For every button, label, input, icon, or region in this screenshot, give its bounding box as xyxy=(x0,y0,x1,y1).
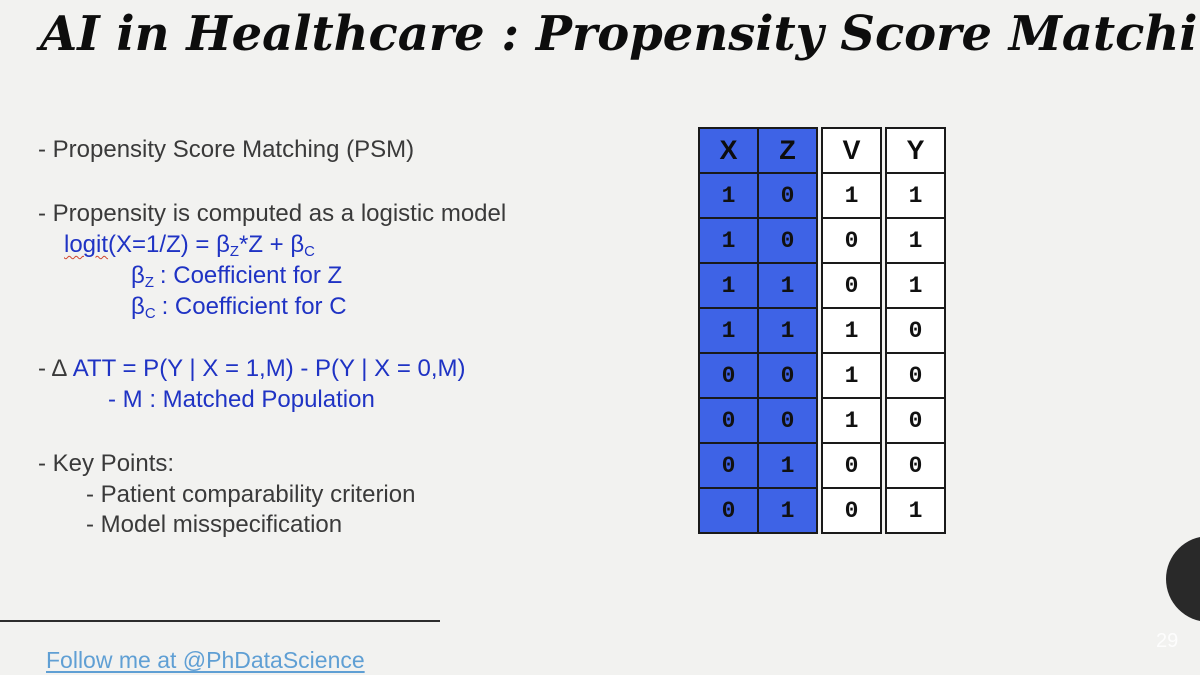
beta-c-symbol: β xyxy=(290,231,305,258)
att-equation-line: - Δ ATT = P(Y | X = 1,M) - P(Y | X = 0,M… xyxy=(38,355,466,383)
table-cell: 1 xyxy=(698,172,759,219)
table-cell: 0 xyxy=(757,172,818,219)
table-cell: 1 xyxy=(698,217,759,264)
table-row: 1 xyxy=(885,487,946,534)
table-header-cell: Y xyxy=(885,127,946,174)
beta-z-subscript: Z xyxy=(144,274,154,291)
table-row: 0 xyxy=(821,262,882,309)
key-point-misspecification: - Model misspecification xyxy=(86,511,343,538)
table-cell: 1 xyxy=(698,262,759,309)
coefficient-c-line: βC : Coefficient for C xyxy=(131,293,347,322)
table-cell: 1 xyxy=(821,352,882,399)
table-cell: 1 xyxy=(885,217,946,264)
table-cell: 0 xyxy=(885,397,946,444)
table-cell: 1 xyxy=(757,262,818,309)
table-row: 1 xyxy=(885,172,946,219)
bullet-psm: - Propensity Score Matching (PSM) xyxy=(38,136,415,163)
table-cell: 0 xyxy=(885,307,946,354)
table-cell: 0 xyxy=(885,442,946,489)
table-cell: 1 xyxy=(698,307,759,354)
table-cell: 0 xyxy=(757,217,818,264)
table-cell: 1 xyxy=(821,397,882,444)
table-row: 0 xyxy=(821,217,882,264)
table-row: 0 xyxy=(821,442,882,489)
beta-symbol: β xyxy=(131,262,145,289)
table-row: 1 xyxy=(821,397,882,444)
coefficient-z-line: βZ : Coefficient for Z xyxy=(131,262,343,291)
table-cell: 1 xyxy=(757,487,818,534)
key-point-comparability: - Patient comparability criterion xyxy=(86,481,416,508)
table-cell: 0 xyxy=(821,442,882,489)
beta-z-symbol: β xyxy=(216,231,230,258)
corner-circle-decoration xyxy=(1166,536,1200,622)
table-cell: 1 xyxy=(885,262,946,309)
slide-title: AI in Healthcare : Propensity Score Matc… xyxy=(40,6,1200,62)
table-cell: 0 xyxy=(757,397,818,444)
table-cell: 0 xyxy=(821,217,882,264)
table-row: 0 xyxy=(885,307,946,354)
table-row: 0 xyxy=(885,442,946,489)
table-cell: 0 xyxy=(698,487,759,534)
table-cell: 0 xyxy=(698,352,759,399)
table-cell: 0 xyxy=(821,262,882,309)
table-row: 0 xyxy=(821,487,882,534)
formula-middle: *Z + xyxy=(238,231,291,258)
footer-divider xyxy=(0,620,440,622)
bullet-logistic-model: - Propensity is computed as a logistic m… xyxy=(38,200,507,227)
logit-rest: (X=1/Z) = xyxy=(108,231,217,258)
table-row: 1 xyxy=(821,307,882,354)
coefficient-c-label: : Coefficient for C xyxy=(161,293,347,320)
table-row: 0 xyxy=(885,352,946,399)
beta-z-subscript: Z xyxy=(229,243,239,260)
matched-population-line: - M : Matched Population xyxy=(108,386,375,413)
beta-c-subscript: C xyxy=(144,305,156,322)
table-row: 1 xyxy=(821,172,882,219)
table-cell: 1 xyxy=(885,487,946,534)
table-header-cell: Z xyxy=(757,127,818,174)
table-cell: 1 xyxy=(821,172,882,219)
key-points-header: - Key Points: xyxy=(38,450,175,477)
follow-link[interactable]: Follow me at @PhDataScience xyxy=(46,647,365,673)
table-row: 1 xyxy=(885,262,946,309)
logit-word: logit xyxy=(64,231,109,258)
table-header-cell: X xyxy=(698,127,759,174)
table-cell: 1 xyxy=(821,307,882,354)
table-cell: 0 xyxy=(757,352,818,399)
table-row: 0 xyxy=(885,397,946,444)
coefficient-z-label: : Coefficient for Z xyxy=(159,262,343,289)
table-cell: 1 xyxy=(757,307,818,354)
logit-formula: logit(X=1/Z) = βZ*Z + βC xyxy=(64,231,315,260)
table-cell: 0 xyxy=(885,352,946,399)
table-header-cell: V xyxy=(821,127,882,174)
slide-number: 29 xyxy=(1156,630,1179,652)
table-cell: 0 xyxy=(698,442,759,489)
table-row: 1 xyxy=(821,352,882,399)
att-equation: ATT = P(Y | X = 1,M) - P(Y | X = 0,M) xyxy=(72,355,466,382)
table-cell: 0 xyxy=(821,487,882,534)
beta-symbol: β xyxy=(131,293,145,320)
table-row: 1 xyxy=(885,217,946,264)
table-cell: 1 xyxy=(757,442,818,489)
beta-c-subscript: C xyxy=(304,243,315,260)
table-cell: 0 xyxy=(698,397,759,444)
table-cell: 1 xyxy=(885,172,946,219)
att-prefix: - Δ xyxy=(38,355,73,382)
